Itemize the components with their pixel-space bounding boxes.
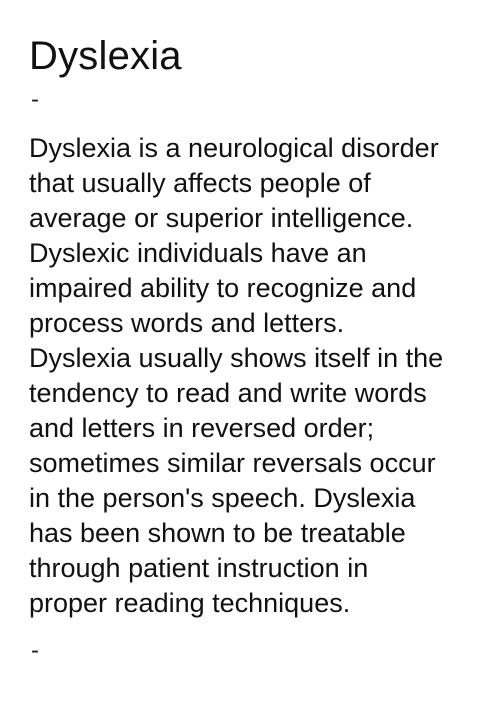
top-separator: - (31, 86, 39, 113)
definition-line: tendency to read and write words (29, 378, 427, 408)
definition-line: process words and letters. (29, 308, 345, 338)
definition-line: average or superior intelligence. (29, 203, 414, 233)
definition-line: Dyslexia usually shows itself in the (29, 343, 444, 373)
definition-line: through patient instruction in (29, 553, 369, 583)
definition-line: Dyslexia is a neurological disorder (29, 133, 439, 163)
definition-line: proper reading techniques. (29, 588, 351, 618)
definition-line: that usually affects people of (29, 168, 371, 198)
bottom-separator: - (31, 637, 39, 664)
definition-line: impaired ability to recognize and (29, 273, 417, 303)
definition-line: Dyslexic individuals have an (29, 238, 367, 268)
definition-line: in the person's speech. Dyslexia (29, 483, 416, 513)
definition-line: has been shown to be treatable (29, 518, 406, 548)
definition-body: Dyslexia is a neurological disorder that… (29, 131, 484, 621)
page-title: Dyslexia (29, 34, 182, 78)
definition-line: sometimes similar reversals occur (29, 448, 436, 478)
definition-line: and letters in reversed order; (29, 413, 375, 443)
